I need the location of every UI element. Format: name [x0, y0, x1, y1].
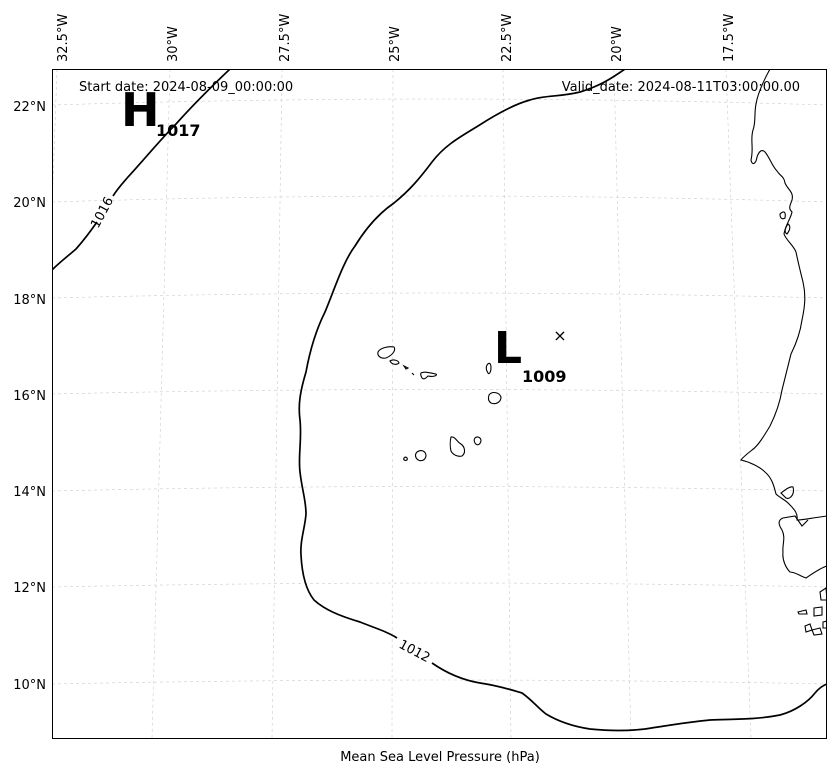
island-brava [403, 456, 408, 461]
latitude-tick-labels: 22°N 20°N 18°N 16°N 14°N 12°N 10°N [13, 100, 46, 693]
coastline-guinea-bissau [778, 515, 827, 579]
storm-position-marker: × [553, 326, 566, 345]
high-pressure-letter: H [121, 83, 160, 137]
lon-label: 20°W [610, 26, 625, 62]
low-pressure-value: 1009 [522, 367, 567, 386]
island-boa-vista [487, 392, 502, 405]
coastline-peninsula [779, 211, 794, 499]
coastline-mainland [740, 69, 827, 521]
map-caption: Mean Sea Level Pressure (hPa) [340, 750, 540, 765]
island-sao-vicente [389, 359, 400, 365]
island-santiago [449, 436, 466, 457]
lat-label: 14°N [13, 485, 46, 500]
african-coastline [740, 69, 827, 636]
isobar-1016 [52, 69, 231, 271]
isobar-1012 [298, 69, 827, 732]
lat-label: 18°N [13, 293, 46, 308]
graticule [52, 69, 827, 739]
longitude-tick-labels: 32.5°W 30°W 27.5°W 25°W 22.5°W 20°W 17.5… [56, 14, 737, 62]
lon-label: 25°W [388, 26, 403, 62]
lat-label: 10°N [13, 678, 46, 693]
coastline-bissagos [797, 587, 827, 636]
lat-label: 12°N [13, 581, 46, 596]
high-pressure-value: 1017 [156, 121, 201, 140]
low-pressure-letter: L [494, 323, 522, 374]
map-frame [52, 69, 827, 739]
island-maio [473, 436, 482, 446]
lon-label: 30°W [166, 26, 181, 62]
lon-label: 22.5°W [500, 14, 515, 62]
start-date-text: Start date: 2024-08-09_00:00:00 [79, 80, 293, 95]
cape-verde-islands [377, 346, 502, 462]
isobar-label-1012: 1012 [396, 637, 432, 666]
lon-label: 17.5°W [722, 14, 737, 62]
map-area: H 1017 L 1009 × 1016 1012 Start date: 20… [52, 69, 827, 739]
island-sal [485, 362, 492, 375]
lon-label: 27.5°W [278, 14, 293, 62]
lon-label: 32.5°W [56, 14, 71, 62]
valid-date-text: Valid_date: 2024-08-11T03:00:00.00 [562, 80, 800, 95]
isobar-label-1016: 1016 [88, 195, 117, 231]
island-sao-nicolau [411, 371, 437, 380]
lat-label: 22°N [13, 100, 46, 115]
lat-label: 16°N [13, 389, 46, 404]
island-fogo [414, 450, 427, 462]
island-santa-luzia [402, 364, 410, 370]
island-santo-antao [377, 346, 396, 359]
lat-label: 20°N [13, 196, 46, 211]
